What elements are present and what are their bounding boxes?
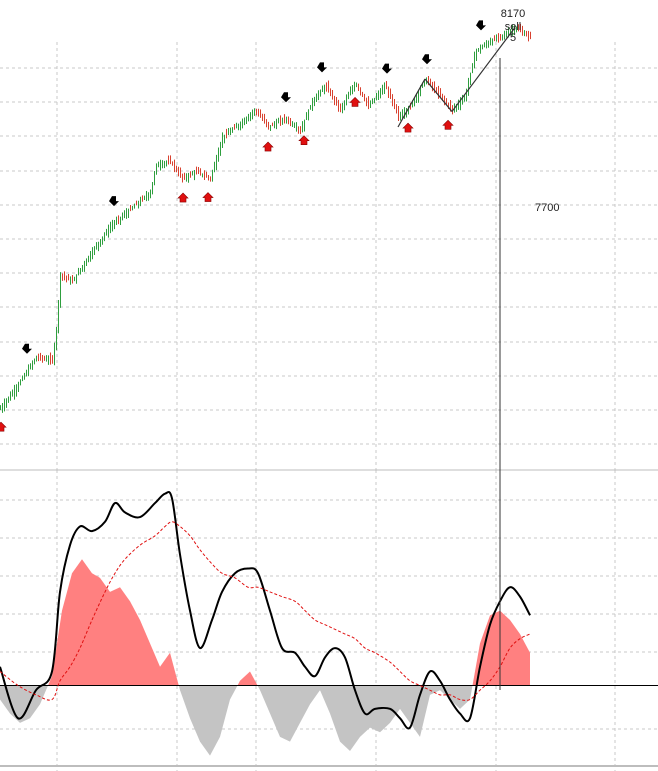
buy-arrow-icon: [349, 96, 361, 107]
histogram-negative-segment: [40, 685, 48, 705]
histogram-negative-segment: [320, 685, 330, 714]
histogram-negative-segment: [270, 685, 280, 737]
sell-arrow-icon: [281, 92, 291, 103]
histogram-positive-segment: [92, 573, 100, 686]
histogram-negative-segment: [420, 685, 430, 737]
histogram-negative-segment: [310, 685, 320, 705]
histogram-negative-segment: [400, 685, 410, 723]
sell-arrow-icon: [317, 62, 327, 73]
histogram-positive-segment: [110, 587, 120, 686]
buy-arrow-icon: [0, 421, 7, 432]
oscillator-main-line: [0, 490, 531, 730]
histogram-positive-segment: [120, 587, 130, 686]
oscillator-histogram: [0, 559, 530, 756]
right-value-label: 7700: [535, 202, 559, 214]
histogram-negative-segment: [260, 685, 270, 714]
histogram-positive-segment: [510, 620, 520, 686]
oscillator-signal-line: [0, 521, 531, 701]
histogram-positive-segment: [150, 643, 160, 686]
histogram-negative-segment: [200, 685, 210, 756]
histogram-positive-segment: [480, 615, 490, 686]
sell-arrow-icon: [109, 196, 119, 207]
histogram-positive-segment: [160, 652, 170, 686]
top-value-label: 8170: [501, 8, 525, 20]
trend-line: [397, 78, 426, 128]
price-candles: [0, 23, 531, 413]
buy-arrow-icon: [202, 192, 214, 202]
buy-arrow-icon: [402, 122, 414, 133]
histogram-negative-segment: [390, 685, 400, 723]
histogram-positive-segment: [472, 643, 480, 686]
histogram-positive-segment: [237, 680, 240, 686]
oscillator-lines: [0, 490, 531, 730]
histogram-negative-segment: [300, 685, 310, 723]
histogram-negative-segment: [430, 685, 440, 695]
histogram-negative-segment: [10, 685, 20, 723]
histogram-negative-segment: [190, 685, 200, 742]
trend-line: [451, 27, 516, 112]
signal-arrows: [0, 20, 486, 432]
histogram-negative-segment: [290, 685, 300, 742]
histogram-positive-segment: [140, 620, 150, 686]
buy-arrow-icon: [262, 141, 274, 152]
sell-arrow-icon: [422, 54, 432, 65]
sell-arrow-icon: [476, 20, 486, 31]
histogram-positive-segment: [130, 601, 140, 686]
histogram-negative-segment: [210, 685, 220, 756]
histogram-negative-segment: [220, 685, 230, 737]
histogram-positive-segment: [82, 559, 92, 686]
histogram-positive-segment: [500, 610, 510, 686]
histogram-negative-segment: [340, 685, 350, 751]
histogram-negative-segment: [280, 685, 290, 742]
histogram-positive-segment: [250, 671, 258, 686]
histogram-negative-segment: [460, 685, 470, 709]
sell-arrow-icon: [382, 63, 392, 74]
histogram-positive-segment: [52, 610, 62, 686]
histogram-positive-segment: [170, 652, 179, 686]
top-count-label: 5: [510, 32, 516, 44]
histogram-negative-segment: [180, 685, 190, 719]
histogram-negative-segment: [330, 685, 340, 742]
histogram-negative-segment: [30, 685, 40, 719]
histogram-positive-segment: [240, 671, 250, 686]
histogram-negative-segment: [230, 685, 238, 700]
histogram-negative-segment: [257, 685, 260, 691]
histogram-negative-segment: [470, 685, 473, 700]
histogram-positive-segment: [520, 634, 530, 686]
buy-arrow-icon: [298, 135, 310, 146]
trend-line: [424, 78, 453, 112]
histogram-positive-segment: [490, 610, 500, 686]
buy-arrow-icon: [177, 192, 189, 203]
histogram-negative-segment: [178, 685, 180, 691]
price-trend-lines: [397, 27, 516, 128]
histogram-positive-segment: [48, 676, 52, 686]
histogram-positive-segment: [62, 573, 72, 686]
buy-arrow-icon: [442, 119, 454, 130]
histogram-negative-segment: [20, 685, 30, 723]
top-signal-label: sell: [505, 21, 522, 33]
price-grid: [0, 42, 658, 470]
sell-arrow-icon: [22, 343, 32, 354]
histogram-positive-segment: [72, 559, 82, 686]
histogram-negative-segment: [0, 685, 10, 714]
histogram-negative-segment: [360, 685, 370, 737]
histogram-negative-segment: [350, 685, 360, 751]
histogram-positive-segment: [100, 577, 110, 686]
